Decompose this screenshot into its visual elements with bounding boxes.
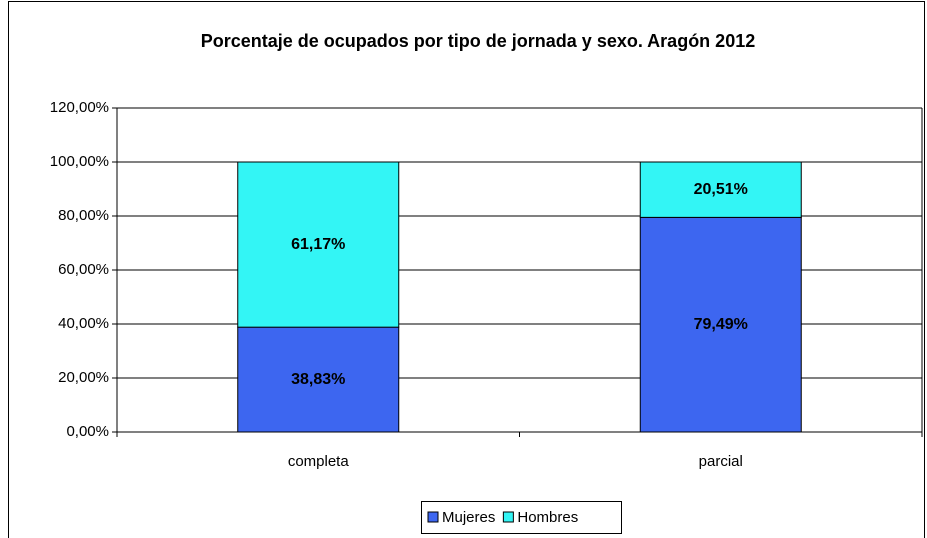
y-tick-label: 100,00%	[50, 153, 109, 170]
x-tick-label: completa	[288, 453, 350, 470]
legend-swatch	[502, 511, 514, 523]
x-tick-label: parcial	[699, 453, 743, 470]
bar-segment	[237, 161, 400, 328]
y-tick-label: 20,00%	[58, 369, 109, 386]
y-tick-label: 60,00%	[58, 261, 109, 278]
value-label: 61,17%	[291, 236, 345, 253]
bar-segment	[639, 216, 802, 433]
y-tick-label: 40,00%	[58, 315, 109, 332]
y-tick-label: 120,00%	[50, 99, 109, 116]
value-label: 20,51%	[694, 181, 748, 198]
legend-label: Hombres	[517, 509, 578, 526]
y-tick-label: 80,00%	[58, 207, 109, 224]
bar-segment	[639, 161, 802, 218]
legend-box	[421, 501, 622, 534]
y-tick-label: 0,00%	[66, 423, 109, 440]
chart-title: Porcentaje de ocupados por tipo de jorna…	[201, 31, 755, 51]
value-label: 38,83%	[291, 371, 345, 388]
legend-swatch	[427, 511, 439, 523]
value-label: 79,49%	[694, 316, 748, 333]
bar-segment	[237, 326, 400, 433]
legend-label: Mujeres	[442, 509, 495, 526]
